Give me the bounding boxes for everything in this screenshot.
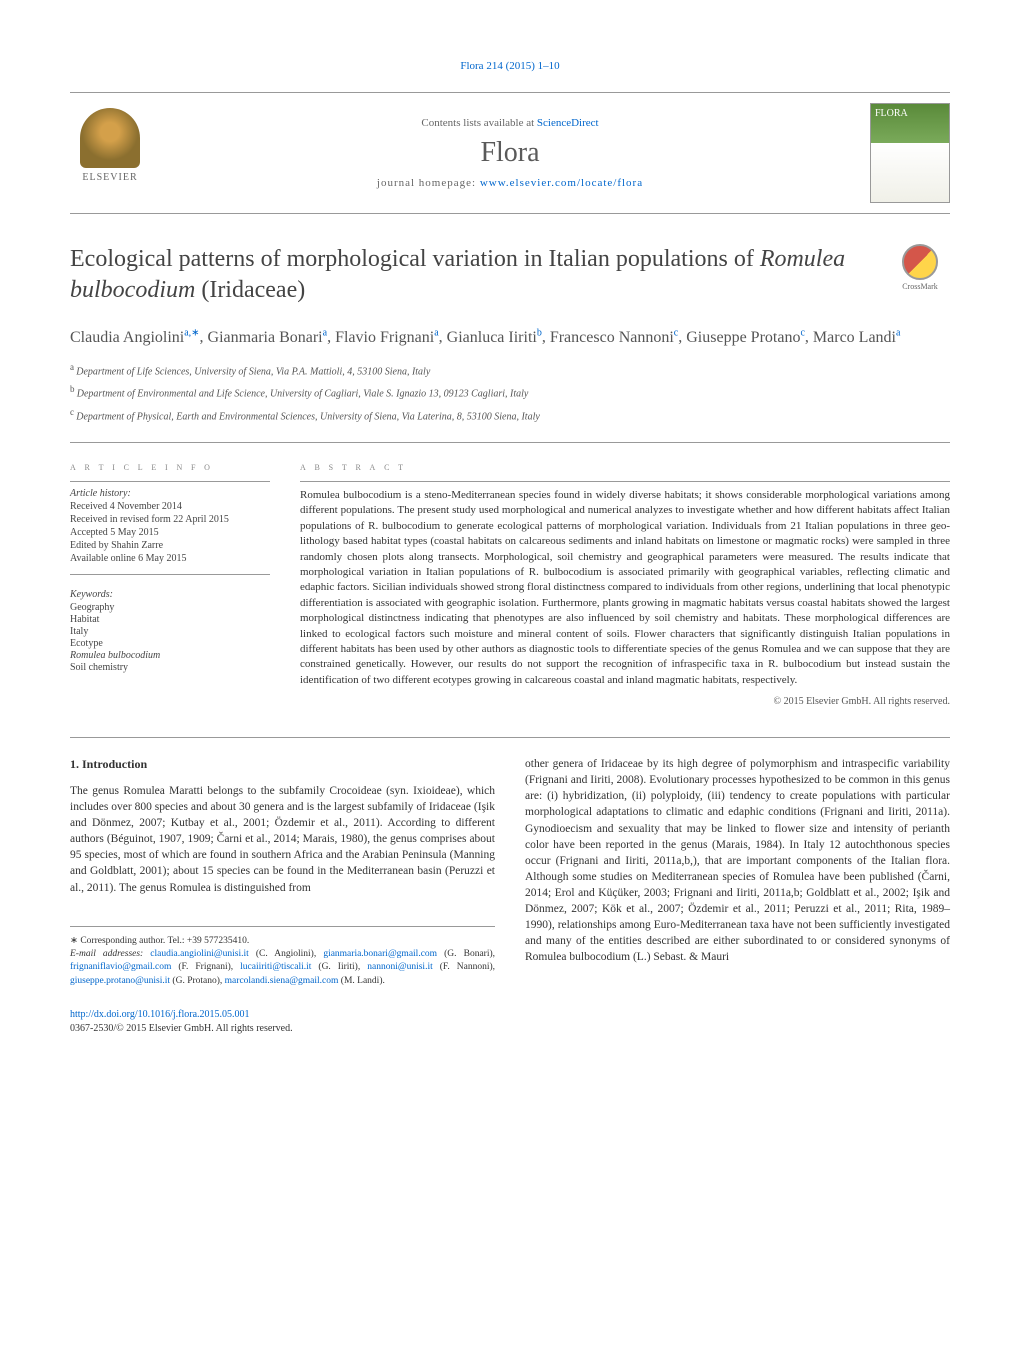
author-affil-sup: a [323,327,327,338]
email-link[interactable]: marcolandi.siena@gmail.com [225,976,339,986]
right-column: other genera of Iridaceae by its high de… [525,756,950,1036]
divider [70,574,270,575]
affiliation: c Department of Physical, Earth and Envi… [70,406,950,424]
history-item: Edited by Shahin Zarre [70,540,270,551]
history-item: Received in revised form 22 April 2015 [70,514,270,525]
issn-line: 0367-2530/© 2015 Elsevier GmbH. All righ… [70,1023,293,1034]
author-affil-sup: a [896,327,900,338]
sciencedirect-link[interactable]: ScienceDirect [537,117,599,129]
keywords-label: Keywords: [70,589,270,600]
corresponding-line: ∗ Corresponding author. Tel.: +39 577235… [70,935,495,948]
article-info-heading: a r t i c l e i n f o [70,461,270,473]
author: Gianluca Iiritib [447,329,542,346]
affiliation: a Department of Life Sciences, Universit… [70,361,950,379]
intro-paragraph-2: other genera of Iridaceae by its high de… [525,756,950,965]
divider [300,481,950,482]
intro-paragraph-1: The genus Romulea Maratti belongs to the… [70,783,495,896]
history-label: Article history: [70,488,270,499]
elsevier-logo[interactable]: ELSEVIER [70,108,150,198]
author-affil-sup: b [537,327,542,338]
crossmark-icon [902,244,938,280]
masthead: ELSEVIER Contents lists available at Sci… [70,92,950,214]
author: Gianmaria Bonaria [208,329,328,346]
section-1-heading: 1. Introduction [70,756,495,773]
article-info-block: a r t i c l e i n f o Article history: R… [70,461,270,707]
email-label: E-mail addresses: [70,949,150,959]
history-item: Accepted 5 May 2015 [70,527,270,538]
divider [70,481,270,482]
homepage-link[interactable]: www.elsevier.com/locate/flora [480,177,643,189]
author-affil-sup: c [674,327,678,338]
affiliation: b Department of Environmental and Life S… [70,383,950,401]
email-link[interactable]: lucaiiriti@tiscali.it [240,962,311,972]
email-link[interactable]: frignaniflavio@gmail.com [70,962,171,972]
cover-title: FLORA [875,108,908,119]
affiliation-sup: a [70,362,76,372]
elsevier-label: ELSEVIER [82,172,137,183]
email-link[interactable]: gianmaria.bonari@gmail.com [323,949,437,959]
keyword: Soil chemistry [70,662,270,673]
elsevier-tree-icon [80,108,140,168]
abstract-text: Romulea bulbocodium is a steno-Mediterra… [300,488,950,688]
history-item: Received 4 November 2014 [70,501,270,512]
author: Marco Landia [813,329,901,346]
title-post: (Iridaceae) [195,277,305,303]
keyword: Habitat [70,614,270,625]
keyword: Italy [70,626,270,637]
author: Claudia Angiolinia,∗ [70,329,200,346]
body-columns: 1. Introduction The genus Romulea Maratt… [70,756,950,1036]
keyword: Romulea bulbocodium [70,650,270,661]
author-affil-sup: c [800,327,804,338]
abstract-block: a b s t r a c t Romulea bulbocodium is a… [300,461,950,707]
header-citation[interactable]: Flora 214 (2015) 1–10 [70,60,950,72]
keyword: Geography [70,602,270,613]
email-block: E-mail addresses: claudia.angiolini@unis… [70,948,495,988]
doi-link[interactable]: http://dx.doi.org/10.1016/j.flora.2015.0… [70,1009,250,1020]
author: Giuseppe Protanoc [686,329,805,346]
email-link[interactable]: nannoni@unisi.it [367,962,432,972]
title-pre: Ecological patterns of morphological var… [70,246,760,272]
article-title: Ecological patterns of morphological var… [70,244,890,306]
author-list: Claudia Angiolinia,∗, Gianmaria Bonaria,… [70,326,950,349]
divider [70,737,950,738]
journal-info: Contents lists available at ScienceDirec… [150,117,870,189]
affiliation-sup: b [70,384,77,394]
doi-block: http://dx.doi.org/10.1016/j.flora.2015.0… [70,1008,495,1036]
affiliation-sup: c [70,407,76,417]
homepage-label: journal homepage: [377,177,480,189]
author: Francesco Nannonic [550,329,678,346]
divider [70,442,950,443]
journal-cover-thumbnail[interactable]: FLORA [870,103,950,203]
left-column: 1. Introduction The genus Romulea Maratt… [70,756,495,1036]
keyword: Ecotype [70,638,270,649]
author-affil-sup: a,∗ [184,327,199,338]
email-link[interactable]: giuseppe.protano@unisi.it [70,976,170,986]
crossmark-badge[interactable]: CrossMark [890,244,950,304]
history-item: Available online 6 May 2015 [70,553,270,564]
abstract-copyright: © 2015 Elsevier GmbH. All rights reserve… [300,696,950,707]
author: Flavio Frignania [335,329,439,346]
author-affil-sup: a [434,327,438,338]
email-link[interactable]: claudia.angiolini@unisi.it [150,949,248,959]
abstract-heading: a b s t r a c t [300,461,950,473]
journal-homepage: journal homepage: www.elsevier.com/locat… [150,177,870,189]
contents-text: Contents lists available at [421,117,536,129]
crossmark-label: CrossMark [902,282,938,291]
contents-line: Contents lists available at ScienceDirec… [150,117,870,129]
journal-name: Flora [150,137,870,169]
corresponding-author-block: ∗ Corresponding author. Tel.: +39 577235… [70,926,495,988]
